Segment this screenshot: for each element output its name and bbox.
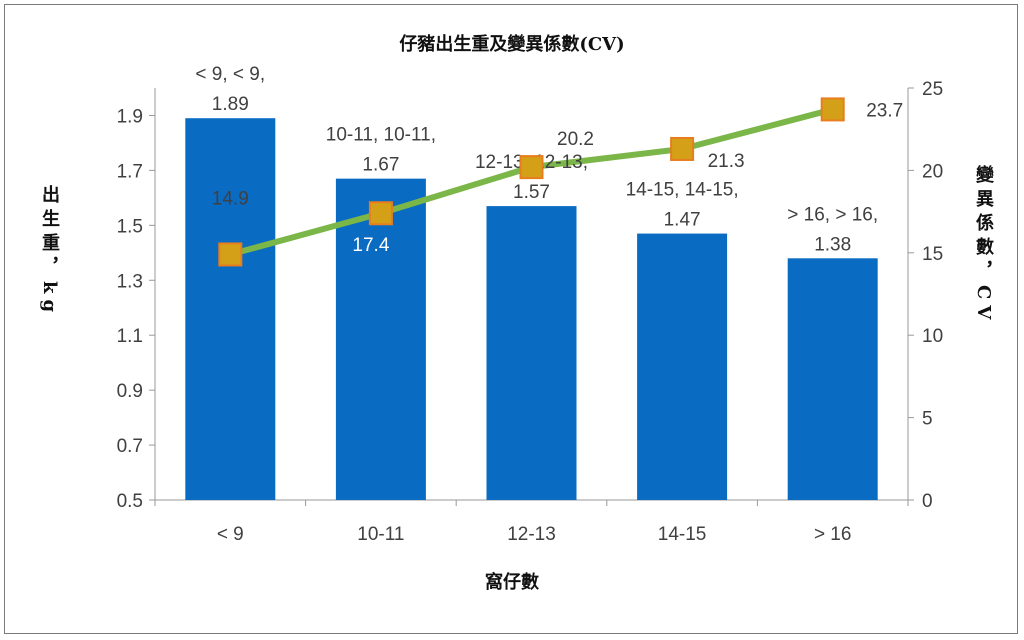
cv-marker [519, 155, 544, 180]
bar-data-label: > 16, > 16, [787, 204, 878, 225]
x-tick-label: < 9 [217, 524, 244, 545]
y-tick-label: 0.5 [117, 491, 143, 512]
cv-marker [218, 242, 243, 267]
y-tick-label: 1.5 [117, 216, 143, 237]
x-tick-label: > 16 [814, 524, 852, 545]
cv-marker [670, 136, 695, 161]
y-tick-label: 1.9 [117, 106, 143, 127]
x-axis-label: 窩仔數 [485, 572, 539, 593]
line-data-label: 20.2 [557, 129, 594, 150]
y2-axis-label: 變異係數，CV [973, 165, 994, 326]
y2-tick-label: 5 [922, 409, 933, 430]
y2-tick-label: 10 [922, 326, 943, 347]
line-data-label: 21.3 [708, 151, 745, 172]
bar [787, 258, 878, 500]
y2-tick-label: 15 [922, 244, 943, 265]
line-data-label: 17.4 [352, 235, 389, 256]
bar-data-label: 10-11, 10-11, [326, 125, 436, 146]
line-data-label: 14.9 [212, 188, 249, 209]
y-tick-label: 1.7 [117, 161, 143, 182]
y2-tick-label: 0 [922, 491, 933, 512]
bar [185, 118, 276, 501]
y-tick-label: 0.9 [117, 381, 143, 402]
cv-marker [820, 97, 845, 122]
bar-data-label: 1.38 [814, 234, 851, 255]
bar-data-label: 1.47 [664, 210, 701, 231]
y-tick-label: 0.7 [117, 436, 143, 457]
x-tick-label: 14-15 [658, 524, 707, 545]
y-tick-label: 1.3 [117, 271, 143, 292]
bar-data-label: 1.57 [513, 182, 550, 203]
bar-data-label: 1.67 [362, 155, 399, 176]
y-tick-label: 1.1 [117, 326, 143, 347]
y2-tick-label: 20 [922, 161, 943, 182]
bar [637, 233, 728, 500]
x-tick-label: 12-13 [507, 524, 556, 545]
bar [335, 178, 426, 500]
bar-data-label: 14-15, 14-15, [626, 180, 739, 201]
cv-marker [368, 201, 393, 226]
bar [486, 206, 577, 500]
bar-data-label: 1.89 [212, 94, 249, 115]
x-tick-label: 10-11 [357, 524, 404, 545]
bar-data-label: < 9, < 9, [195, 64, 265, 85]
line-data-label: 23.7 [866, 100, 903, 121]
chart-frame [4, 4, 1018, 634]
y-axis-label: 出生重，kg [39, 185, 60, 319]
chart-title: 仔豬出生重及變異係數(CV) [399, 34, 625, 55]
y2-tick-label: 25 [922, 79, 943, 100]
